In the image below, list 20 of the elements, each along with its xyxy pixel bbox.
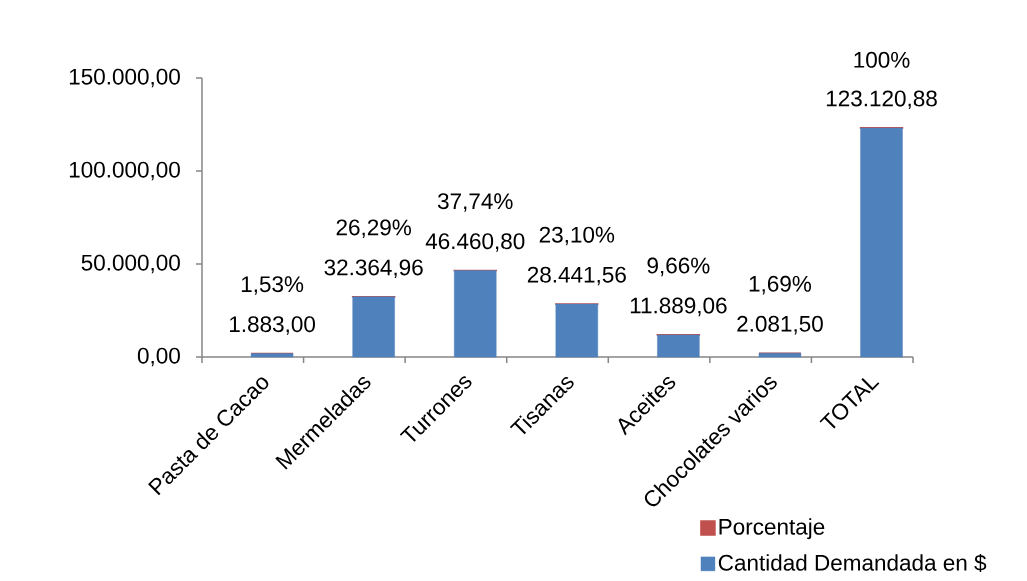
data-label: 100% — [854, 51, 910, 68]
y-tick-label: 150.000,00 — [69, 68, 180, 88]
data-label: 26,29% — [336, 219, 412, 239]
data-label: 32.364,96 — [324, 259, 423, 279]
legend-label: Porcentaje — [719, 518, 825, 540]
legend-label: Cantidad Demandada en $ — [718, 553, 987, 573]
data-label: 1.883,00 — [230, 316, 315, 335]
data-label: 9,66% — [647, 257, 710, 277]
data-label: 28.441,56 — [527, 266, 626, 286]
y-tick-label: 50.000,00 — [81, 254, 180, 274]
data-label: 1,53% — [241, 276, 304, 295]
data-label: 46.460,80 — [425, 233, 525, 252]
data-label: 123.120,88 — [826, 90, 937, 110]
data-label: 11.889,06 — [630, 297, 727, 317]
data-label: 23,10% — [539, 226, 615, 246]
data-label: 2.081,50 — [737, 315, 823, 335]
y-tick-label: 100.000,00 — [69, 161, 180, 181]
data-label: 1,69% — [749, 275, 812, 295]
data-label: 37,74% — [437, 193, 513, 212]
y-tick-label: 0,00 — [137, 347, 180, 367]
